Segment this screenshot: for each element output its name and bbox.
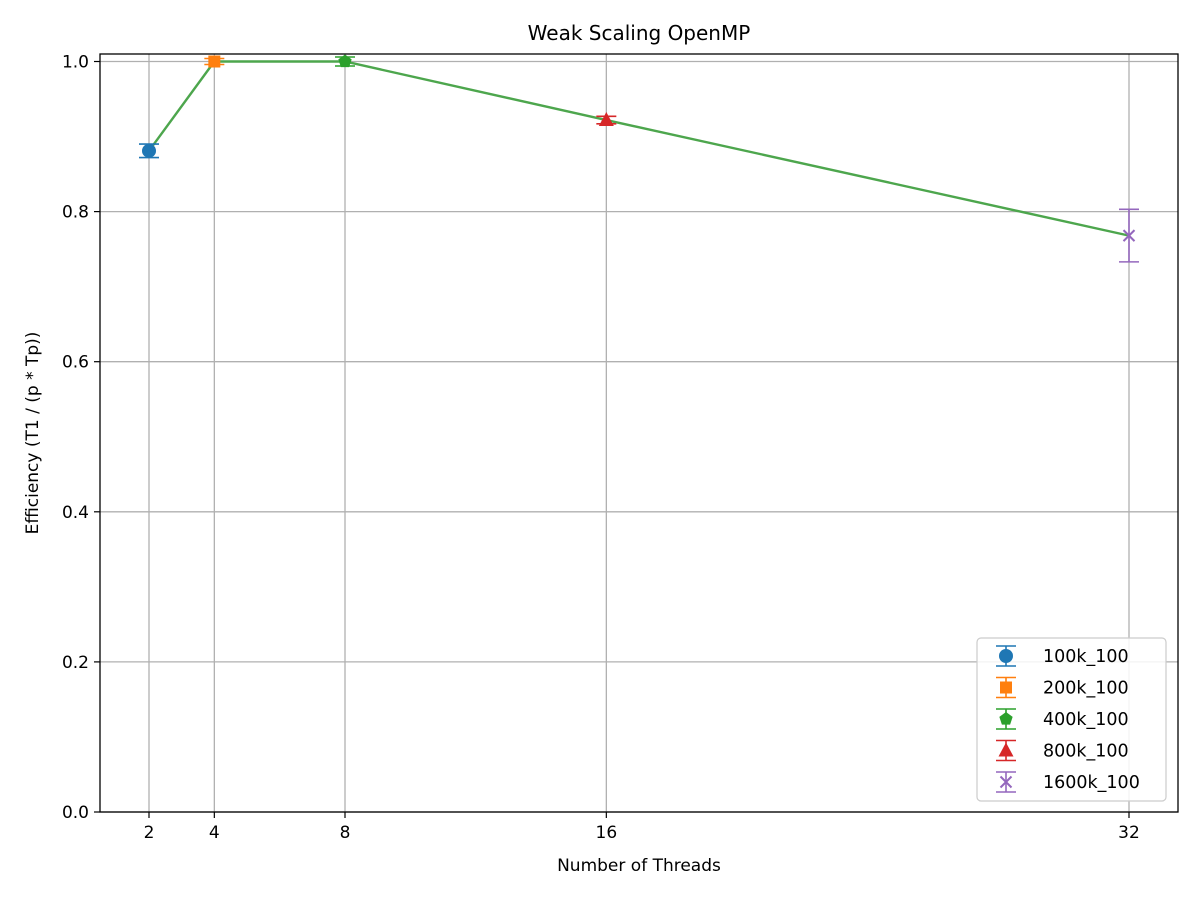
- data-point-200k-100: [204, 55, 225, 68]
- legend-item-800k-100: 800k_100: [996, 739, 1129, 762]
- legend-box: [976, 637, 1167, 802]
- legend-label-1600k-100: 1600k_100: [1043, 773, 1140, 793]
- x-tick-label: 2: [144, 823, 155, 843]
- legend-label-200k-100: 200k_100: [1043, 679, 1129, 699]
- legend-item-100k-100: 100k_100: [996, 645, 1129, 667]
- y-tick-label: 0.4: [62, 503, 89, 523]
- x-axis-ticks: 2 4 8 16 32: [144, 812, 1140, 843]
- marker-100k-100: [142, 143, 156, 158]
- y-axis-label: Efficiency (T1 / (p * Tp)): [23, 332, 43, 535]
- legend-item-400k-100: 400k_100: [996, 708, 1129, 730]
- y-tick-label: 0.2: [62, 653, 89, 673]
- y-tick-label: 0.0: [62, 803, 89, 823]
- data-point-1600k-100: [1119, 208, 1139, 263]
- legend-marker-400k-100: [999, 712, 1013, 725]
- data-point-100k-100: [139, 143, 159, 159]
- y-tick-label: 0.6: [62, 353, 89, 373]
- legend-item-1600k-100: 1600k_100: [996, 771, 1140, 793]
- y-axis-ticks: 0.0 0.2 0.4 0.6 0.8 1.0: [62, 53, 100, 823]
- data-point-800k-100: [596, 112, 617, 127]
- x-tick-label: 16: [596, 823, 618, 843]
- marker-1600k-100: [1122, 229, 1136, 242]
- plot-frame: [99, 53, 1179, 813]
- marker-200k-100: [208, 55, 221, 68]
- chart-title: Weak Scaling OpenMP: [528, 21, 751, 45]
- x-tick-label: 8: [340, 823, 351, 843]
- y-tick-label: 0.8: [62, 203, 89, 223]
- x-tick-label: 4: [209, 823, 220, 843]
- legend-marker-800k-100: [998, 742, 1014, 757]
- legend-marker-200k-100: [1000, 681, 1012, 694]
- grid: [100, 54, 1178, 813]
- marker-400k-100: [338, 54, 352, 68]
- legend-label-800k-100: 800k_100: [1043, 742, 1129, 762]
- legend-marker-100k-100: [999, 649, 1013, 663]
- y-tick-label: 1.0: [62, 53, 89, 73]
- marker-800k-100: [598, 112, 614, 127]
- legend-label-400k-100: 400k_100: [1043, 710, 1129, 730]
- data-point-400k-100: [335, 54, 355, 68]
- x-tick-label: 32: [1118, 823, 1140, 843]
- legend-label-100k-100: 100k_100: [1043, 647, 1129, 667]
- legend-item-200k-100: 200k_100: [996, 676, 1129, 699]
- data-points: [139, 54, 1139, 263]
- x-axis-label: Number of Threads: [557, 856, 721, 876]
- legend-marker-1600k-100: [999, 775, 1013, 789]
- legend: 100k_100 200k_100 400k_100 800k_100 1600k_10…: [976, 637, 1167, 802]
